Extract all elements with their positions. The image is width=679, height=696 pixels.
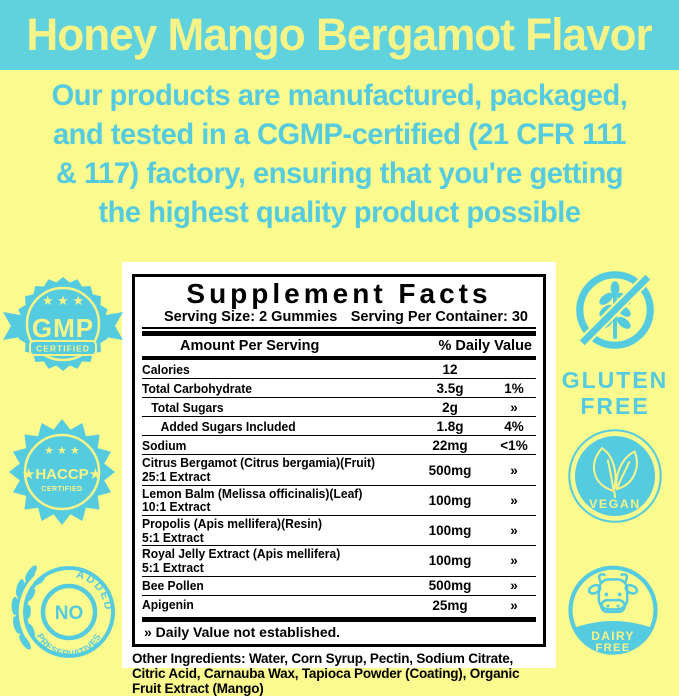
supplement-facts-title: Supplement Facts: [186, 278, 492, 309]
nutrient-amount: 3.5g: [436, 380, 464, 396]
nutrient-dv: <1%: [500, 437, 528, 453]
table-row: Royal Jelly Extract (Apis mellifera) 5:1…: [142, 546, 536, 577]
nutrient-amount: 1.8g: [436, 418, 464, 434]
divider-thick: [142, 356, 536, 361]
table-header: Amount Per Serving % Daily Value: [142, 336, 536, 356]
table-row: Lemon Balm (Melissa officinalis)(Leaf) 1…: [142, 486, 536, 516]
nutrient-name: Apigenin: [142, 597, 194, 613]
table-row: Apigenin 25mg »: [142, 596, 536, 615]
daily-value-label: % Daily Value: [438, 338, 533, 355]
nutrient-name: Sodium: [142, 437, 187, 453]
intro-line: Our products are manufactured, packaged,: [51, 79, 628, 112]
nutrient-name: Total Carbohydrate: [142, 380, 252, 396]
table-row: Citrus Bergamot (Citrus bergamia)(Fruit)…: [142, 455, 536, 486]
serving-info: Serving Size: 2 Gummies Serving Per Cont…: [142, 309, 536, 330]
nutrient-name: Total Sugars: [151, 399, 224, 415]
hill-shape: [574, 621, 652, 653]
gmp-label: GMP: [32, 313, 94, 343]
intro-line: and tested in a CGMP-certified (21 CFR 1…: [52, 118, 627, 151]
nutrient-name-line2: 5:1 Extract: [142, 559, 204, 575]
outer-ring: [568, 429, 662, 523]
nutrient-amount: 22mg: [432, 437, 468, 453]
nutrient-name: Added Sugars Included: [160, 418, 296, 434]
nutrient-amount: 100mg: [428, 553, 472, 569]
leaves-icon: [592, 446, 638, 499]
flavor-banner: Honey Mango Bergamot Flavor: [0, 0, 679, 70]
outer-ring: [23, 566, 115, 658]
supplement-facts-panel: Supplement Facts Serving Size: 2 Gummies…: [122, 262, 556, 696]
gluten-free-label-line2: FREE: [580, 393, 650, 419]
no-preservatives-badge-icon: NO ADDED PRESERVATIVES: [11, 565, 115, 659]
nutrient-name-line2: 5:1 Extract: [142, 529, 204, 545]
seal-inner-ring: [25, 286, 101, 362]
nutrient-dv: »: [510, 399, 518, 415]
wheat-branch-icon: [11, 565, 45, 650]
servings-per-container: Serving Per Container: 30: [350, 309, 528, 326]
nutrient-name: Citrus Bergamot (Citrus bergamia)(Fruit): [142, 455, 376, 471]
dairy-free-badge-icon: DAIRY FREE: [568, 565, 658, 655]
flavor-title: Honey Mango Bergamot Flavor: [26, 9, 653, 60]
nutrient-dv: »: [510, 492, 518, 508]
divider-thick: [142, 331, 536, 337]
nutrient-name: Lemon Balm (Melissa officinalis)(Leaf): [142, 485, 363, 501]
vegan-label: VEGAN: [589, 497, 641, 511]
inner-ring: [40, 583, 98, 641]
crossed-circle: [576, 271, 654, 349]
nutrient-dv: »: [510, 523, 518, 539]
vegan-badge-icon: VEGAN: [568, 429, 662, 523]
table-row: Bee Pollen 500mg »: [142, 577, 536, 596]
nutrient-amount: 500mg: [428, 462, 472, 478]
gluten-free-badge: GLUTEN FREE: [540, 262, 679, 419]
dairy-free-label-line1: DAIRY: [591, 629, 634, 643]
nutrient-dv: »: [510, 597, 518, 613]
gluten-free-label-line1: GLUTEN: [561, 367, 669, 393]
certified-ribbon: [29, 340, 97, 356]
nutrient-amount: 2g: [442, 399, 458, 415]
nutrient-name-line2: 10:1 Extract: [142, 499, 211, 515]
haccp-sub: CERTIFIED: [41, 486, 82, 493]
slash: [579, 274, 651, 346]
supplement-facts-box: Supplement Facts Serving Size: 2 Gummies…: [132, 274, 546, 647]
serving-size: Serving Size: 2 Gummies: [164, 309, 338, 326]
gmp-certified-badge-icon: ★ ★ ★ GMP CERTIFIED: [3, 277, 123, 371]
nutrient-dv: »: [510, 553, 518, 569]
nutrient-name: Calories: [142, 361, 190, 377]
divider-thick: [142, 616, 536, 622]
nutrient-dv: »: [510, 578, 518, 594]
haccp-stars: ★ ★ ★: [44, 445, 80, 457]
dairy-free-label-line2: FREE: [595, 642, 630, 654]
table-row: Calories 12: [142, 360, 536, 380]
nutrient-dv: »: [510, 462, 518, 478]
nutrient-dv: 1%: [504, 380, 524, 396]
gmp-stars: ★ ★ ★: [42, 293, 84, 308]
haccp-label: ★HACCP★: [22, 466, 102, 483]
nutrient-name: Bee Pollen: [142, 577, 204, 593]
gluten-free-icon: [576, 271, 654, 349]
nutrient-amount: 100mg: [428, 492, 472, 508]
nutrient-name-line2: 25:1 Extract: [142, 469, 211, 485]
nutrient-name: Royal Jelly Extract (Apis mellifera): [142, 546, 341, 562]
nutrient-amount: 500mg: [428, 578, 472, 594]
nutrient-amount: 25mg: [432, 597, 468, 613]
table-row: Total Carbohydrate 3.5g 1%: [142, 379, 536, 399]
intro-line: the highest quality product possible: [98, 196, 581, 229]
no-label: NO: [55, 603, 84, 624]
amount-per-serving-label: Amount Per Serving: [180, 338, 320, 355]
intro-line: & 117) factory, ensuring that you're get…: [55, 157, 624, 190]
gmp-sub: CERTIFIED: [36, 344, 90, 354]
nutrient-amount: 12: [442, 361, 458, 377]
dv-footnote: » Daily Value not established.: [144, 623, 341, 640]
intro-paragraph: Our products are manufactured, packaged,…: [0, 76, 679, 232]
nutrient-dv: 4%: [504, 418, 524, 434]
table-row: Total Sugars 2g »: [142, 398, 536, 418]
table-row: Sodium 22mg <1%: [142, 436, 536, 456]
cow-face-icon: [587, 573, 639, 614]
table-row: Added Sugars Included 1.8g 4%: [142, 417, 536, 437]
nutrient-name: Propolis (Apis mellifera)(Resin): [142, 515, 323, 531]
seal-inner-ring: [23, 433, 101, 511]
other-ingredients: Other Ingredients: Water, Corn Syrup, Pe…: [132, 650, 520, 696]
table-row: Propolis (Apis mellifera)(Resin) 5:1 Ext…: [142, 515, 536, 547]
haccp-certified-badge-icon: ★ ★ ★ ★HACCP★ CERTIFIED: [9, 419, 115, 525]
nutrient-amount: 100mg: [428, 523, 472, 539]
